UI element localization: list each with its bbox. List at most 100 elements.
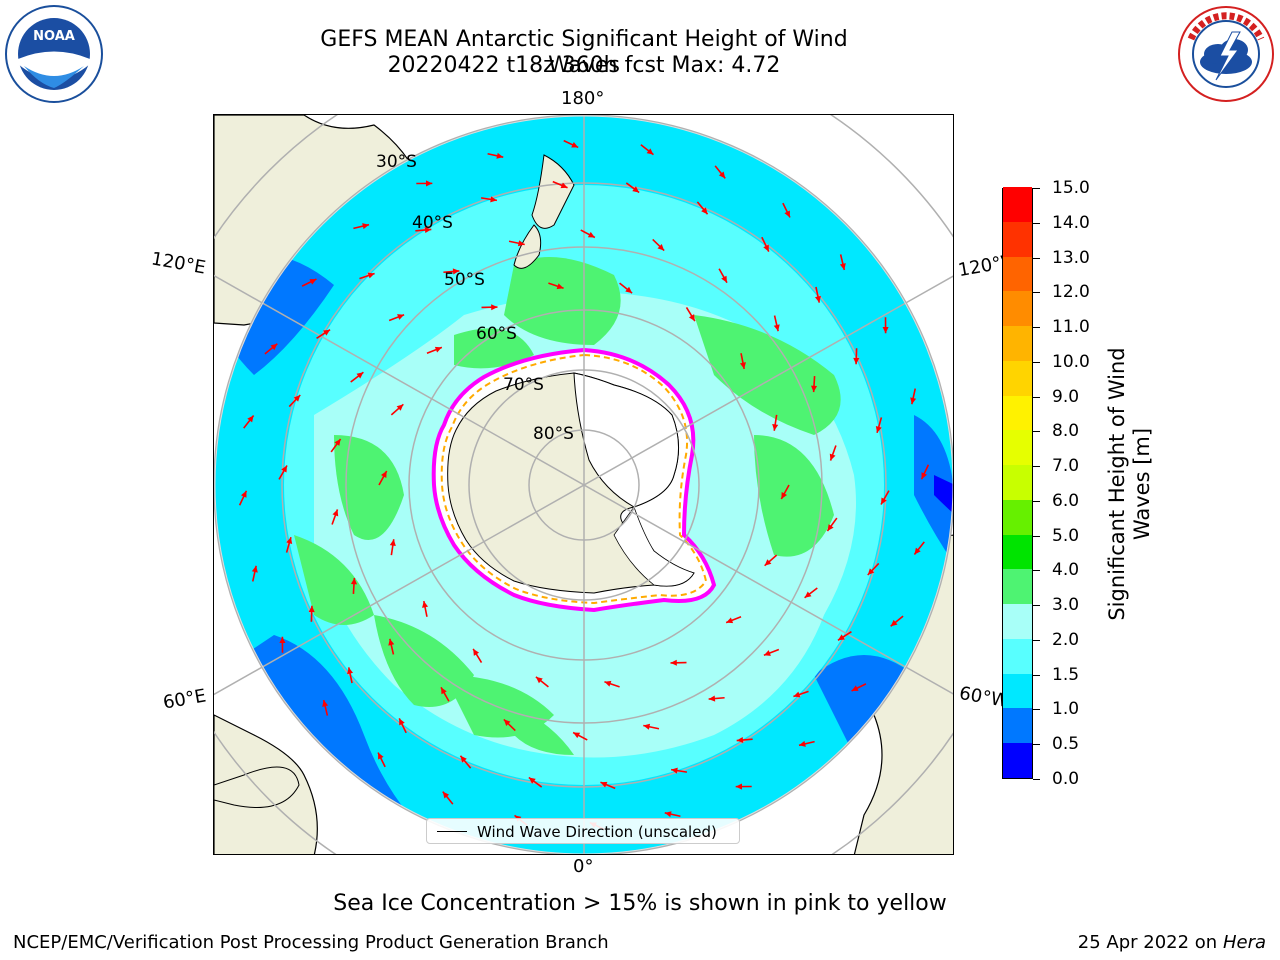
- chart-title: GEFS MEAN Antarctic Significant Height o…: [320, 27, 848, 78]
- colorbar-segment: [1003, 395, 1032, 431]
- colorbar-tick-label: 13.0: [1052, 247, 1090, 268]
- colorbar-label-line2: Waves [m]: [1130, 427, 1154, 541]
- wave-arrow-head: [496, 152, 504, 159]
- wave-arrow-head: [646, 148, 654, 155]
- latitude-label-50s: 50°S: [444, 270, 485, 290]
- wave-arrow-head: [721, 275, 727, 283]
- colorbar-segment: [1003, 325, 1032, 361]
- wave-arrow-head: [829, 453, 836, 461]
- colorbar-segment: [1003, 186, 1032, 222]
- wave-arrow-head: [308, 605, 315, 613]
- wave-arrow-head: [334, 439, 341, 446]
- wave-arrow-head: [286, 537, 293, 545]
- wave-arrow-head: [347, 667, 354, 675]
- sea-ice-note: Sea Ice Concentration > 15% is shown in …: [333, 891, 947, 916]
- colorbar-tick-label: 9.0: [1052, 386, 1080, 407]
- colorbar-tick: [1033, 674, 1040, 676]
- wave-arrow-head: [388, 638, 395, 646]
- footer-date-text: 25 Apr 2022 on: [1077, 932, 1218, 953]
- latitude-label-70s: 70°S: [503, 375, 544, 395]
- wave-arrow-head: [422, 601, 429, 608]
- colorbar-segment: [1003, 464, 1032, 500]
- wave-arrow-head: [688, 314, 695, 322]
- colorbar-segment: [1003, 638, 1032, 674]
- colorbar-segment: [1003, 360, 1032, 396]
- wave-arrow-head: [718, 171, 726, 179]
- wave-arrow-head: [247, 415, 254, 423]
- colorbar-tick: [1033, 327, 1040, 329]
- legend-line-icon: [437, 831, 467, 832]
- wave-arrow-head: [279, 636, 286, 644]
- colorbar-tick: [1033, 744, 1040, 746]
- colorbar-tick: [1033, 257, 1040, 259]
- colorbar-tick: [1033, 570, 1040, 572]
- colorbar-tick: [1033, 779, 1040, 780]
- colorbar-segment: [1003, 603, 1032, 639]
- colorbar-tick: [1033, 222, 1040, 224]
- wave-arrow-head: [643, 723, 651, 730]
- wave-arrow-head: [625, 286, 633, 294]
- colorbar-segment: [1003, 221, 1032, 257]
- wave-arrow-head: [323, 329, 331, 336]
- colorbar-tick-label: 2.0: [1052, 629, 1080, 650]
- noaa-logo-text: NOAA: [33, 29, 75, 44]
- colorbar-tick: [1033, 292, 1040, 294]
- wave-arrow-head: [881, 497, 887, 505]
- colorbar-segment: [1003, 673, 1032, 709]
- wave-arrow-head: [764, 559, 772, 566]
- wave-arrow-head: [556, 283, 564, 290]
- map-legend: Wind Wave Direction (unscaled): [426, 818, 740, 844]
- wave-arrow-head: [799, 740, 806, 747]
- wave-arrow-head: [490, 196, 497, 203]
- wave-arrow-head: [434, 346, 442, 353]
- wave-arrow-head: [356, 372, 364, 379]
- wave-arrow-head: [560, 182, 568, 189]
- wave-arrow-head: [736, 736, 744, 744]
- wave-arrow-head: [535, 676, 543, 684]
- wave-arrow-head: [367, 272, 375, 279]
- wave-arrow-head: [396, 404, 404, 411]
- wave-arrow-head: [632, 186, 640, 193]
- wave-arrow-head: [441, 687, 447, 695]
- wave-arrow-head: [810, 385, 818, 393]
- wave-arrow-head: [362, 223, 369, 230]
- wave-arrow-head: [890, 619, 898, 627]
- wave-arrow-head: [380, 470, 387, 478]
- map-panel: [213, 114, 954, 855]
- colorbar-tick: [1033, 466, 1040, 468]
- wave-arrow-head: [735, 783, 743, 790]
- wave-arrow-head: [332, 509, 339, 517]
- wave-arrow-head: [772, 424, 779, 431]
- wave-arrow-head: [739, 362, 746, 369]
- colorbar-tick-label: 8.0: [1052, 421, 1080, 442]
- colorbar-segment: [1003, 534, 1032, 570]
- wave-arrow-head: [784, 210, 790, 218]
- wave-arrow-head: [571, 141, 579, 148]
- colorbar-tick: [1033, 188, 1040, 189]
- latitude-label-40s: 40°S: [412, 213, 453, 233]
- wave-arrow-head: [664, 811, 672, 818]
- colorbar-segment: [1003, 708, 1032, 744]
- wave-arrow-head: [425, 180, 433, 187]
- wave-arrow-head: [793, 691, 801, 698]
- colorbar: [1002, 186, 1033, 779]
- wave-arrow-head: [882, 326, 889, 334]
- wave-arrow-head: [424, 226, 432, 234]
- colorbar-tick: [1033, 605, 1040, 607]
- graticule: [214, 115, 953, 854]
- longitude-label-0: 0°: [573, 856, 594, 877]
- wave-arrow-head: [839, 263, 846, 270]
- colorbar-tick-label: 0.0: [1052, 769, 1080, 789]
- wave-arrow-head: [442, 791, 450, 799]
- wave-arrow-head: [910, 397, 917, 405]
- colorbar-tick: [1033, 361, 1040, 363]
- colorbar-tick: [1033, 431, 1040, 433]
- wave-arrow-head: [517, 240, 525, 247]
- colorbar-label-line1: Significant Height of Wind: [1105, 347, 1129, 621]
- colorbar-tick-label: 15.0: [1052, 178, 1090, 198]
- wave-arrow-head: [708, 695, 716, 702]
- longitude-label-60e: 60°E: [161, 685, 208, 714]
- wave-arrow-head: [503, 719, 511, 726]
- colorbar-segment: [1003, 742, 1032, 778]
- wave-arrow-head: [604, 680, 612, 687]
